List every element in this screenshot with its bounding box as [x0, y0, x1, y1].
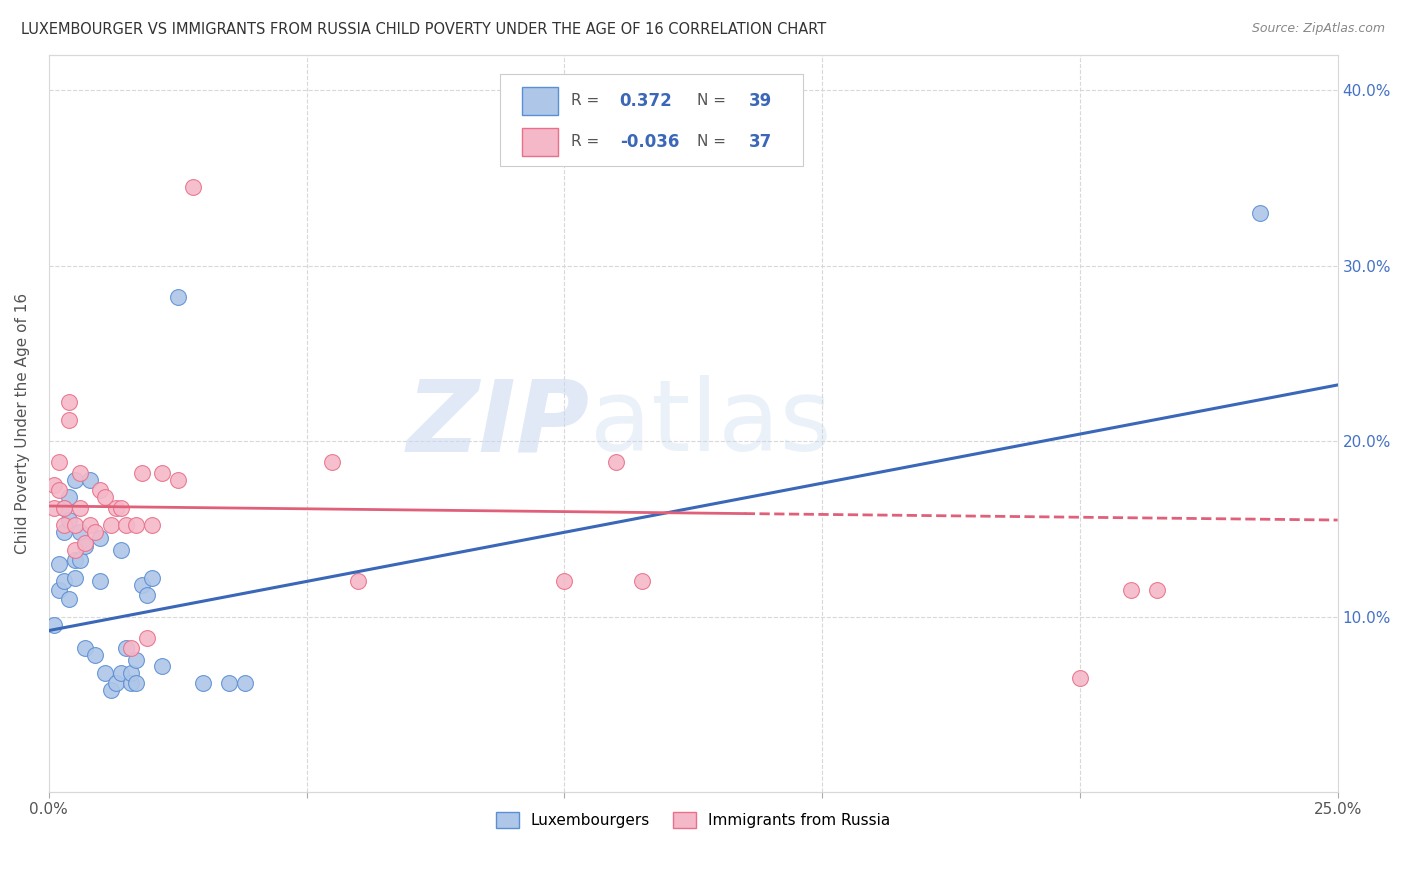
- FancyBboxPatch shape: [522, 87, 558, 114]
- Point: [553, 574, 575, 589]
- Point: [63, 473, 86, 487]
- Point: [100, 683, 122, 698]
- Point: [1121, 583, 1143, 598]
- Point: [48, 583, 70, 598]
- Point: [166, 473, 188, 487]
- Point: [115, 518, 138, 533]
- Point: [605, 455, 627, 469]
- Point: [321, 455, 343, 469]
- Point: [48, 557, 70, 571]
- Point: [1249, 206, 1271, 220]
- Legend: Luxembourgers, Immigrants from Russia: Luxembourgers, Immigrants from Russia: [488, 805, 898, 836]
- Point: [53, 574, 76, 589]
- Point: [110, 665, 132, 680]
- Text: N =: N =: [697, 93, 725, 108]
- Point: [120, 676, 142, 690]
- Text: N =: N =: [697, 134, 725, 149]
- Point: [125, 676, 148, 690]
- Point: [347, 574, 370, 589]
- Point: [63, 553, 86, 567]
- Point: [104, 676, 127, 690]
- Point: [42, 618, 65, 632]
- Point: [166, 290, 188, 304]
- Point: [94, 490, 117, 504]
- Point: [131, 578, 153, 592]
- Point: [69, 500, 91, 515]
- Point: [53, 500, 76, 515]
- Point: [58, 513, 80, 527]
- Point: [120, 665, 142, 680]
- Point: [110, 542, 132, 557]
- Y-axis label: Child Poverty Under the Age of 16: Child Poverty Under the Age of 16: [15, 293, 30, 554]
- Point: [193, 676, 215, 690]
- Point: [100, 518, 122, 533]
- Point: [63, 542, 86, 557]
- Point: [94, 665, 117, 680]
- Point: [79, 473, 101, 487]
- Point: [150, 658, 173, 673]
- Point: [79, 518, 101, 533]
- FancyBboxPatch shape: [522, 128, 558, 155]
- Point: [48, 455, 70, 469]
- Point: [58, 592, 80, 607]
- Text: 0.372: 0.372: [620, 92, 672, 110]
- Point: [1146, 583, 1168, 598]
- Text: R =: R =: [571, 134, 603, 149]
- Point: [58, 395, 80, 409]
- FancyBboxPatch shape: [501, 73, 803, 166]
- Text: LUXEMBOURGER VS IMMIGRANTS FROM RUSSIA CHILD POVERTY UNDER THE AGE OF 16 CORRELA: LUXEMBOURGER VS IMMIGRANTS FROM RUSSIA C…: [21, 22, 827, 37]
- Point: [53, 518, 76, 533]
- Point: [53, 525, 76, 540]
- Point: [104, 500, 127, 515]
- Point: [69, 553, 91, 567]
- Point: [1069, 671, 1091, 685]
- Point: [73, 641, 96, 656]
- Point: [630, 574, 652, 589]
- Point: [84, 648, 107, 662]
- Point: [69, 525, 91, 540]
- Point: [73, 536, 96, 550]
- Text: Source: ZipAtlas.com: Source: ZipAtlas.com: [1251, 22, 1385, 36]
- Point: [69, 466, 91, 480]
- Point: [120, 641, 142, 656]
- Text: 39: 39: [748, 92, 772, 110]
- Point: [218, 676, 240, 690]
- Point: [42, 478, 65, 492]
- Point: [135, 631, 157, 645]
- Point: [58, 413, 80, 427]
- Point: [131, 466, 153, 480]
- Point: [150, 466, 173, 480]
- Point: [63, 571, 86, 585]
- Text: atlas: atlas: [591, 375, 832, 472]
- Point: [125, 653, 148, 667]
- Point: [84, 525, 107, 540]
- Text: -0.036: -0.036: [620, 133, 679, 151]
- Text: 37: 37: [748, 133, 772, 151]
- Point: [89, 574, 111, 589]
- Point: [181, 179, 204, 194]
- Text: R =: R =: [571, 93, 603, 108]
- Point: [115, 641, 138, 656]
- Point: [42, 500, 65, 515]
- Point: [63, 518, 86, 533]
- Point: [58, 490, 80, 504]
- Point: [73, 540, 96, 554]
- Point: [135, 589, 157, 603]
- Text: ZIP: ZIP: [408, 375, 591, 472]
- Point: [89, 531, 111, 545]
- Point: [110, 500, 132, 515]
- Point: [233, 676, 256, 690]
- Point: [53, 500, 76, 515]
- Point: [89, 483, 111, 498]
- Point: [141, 571, 163, 585]
- Point: [125, 518, 148, 533]
- Point: [48, 483, 70, 498]
- Point: [141, 518, 163, 533]
